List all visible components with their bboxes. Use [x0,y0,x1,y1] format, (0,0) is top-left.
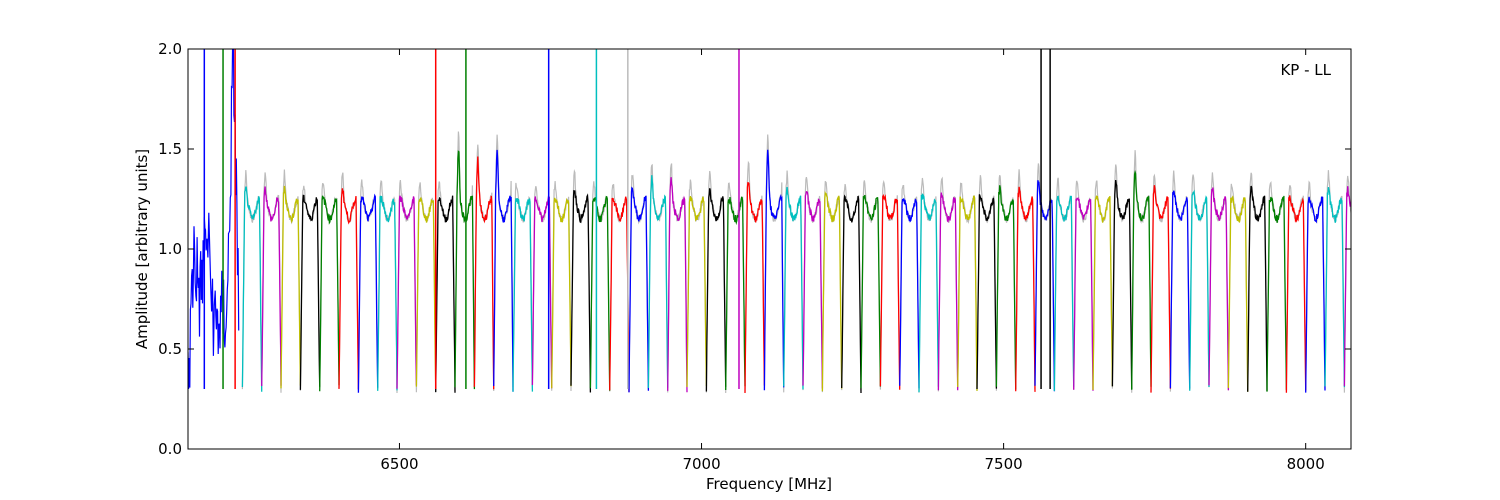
channel-trace [241,186,263,392]
channel-trace [512,198,534,392]
channel-trace [1227,195,1249,392]
low-band-noise-trace [188,49,240,390]
x-tick-label: 8000 [1287,455,1325,473]
channel-trace [1131,169,1152,390]
channel-trace [1402,106,1421,391]
channel-trace [725,196,746,391]
channel-trace [1034,180,1056,392]
channel-trace [1305,196,1326,393]
y-tick-label: 0.5 [158,340,182,358]
channel-trace [1324,187,1346,388]
channel-trace [860,194,882,389]
x-tick-label: 7500 [985,455,1023,473]
channel-trace [821,190,843,392]
channel-trace [493,149,514,392]
channel-trace [937,192,959,391]
channel-trace [1169,190,1191,389]
channel-trace [667,177,688,393]
channel-trace [647,175,669,389]
channel-trace [1073,196,1094,391]
channel-trace [1266,195,1288,392]
channel-trace [1285,195,1307,393]
channel-trace [1015,186,1036,392]
trace-group [188,49,1441,394]
channel-trace [763,149,785,391]
channel-trace [338,188,360,390]
channel-trace [473,156,495,390]
channel-trace [280,185,302,389]
channel-trace [261,186,282,387]
y-tick-label: 2.0 [158,40,182,58]
channel-trace [589,195,611,391]
channel-trace [1111,180,1133,390]
channel-trace [609,196,630,393]
annotation-label: KP - LL [1280,61,1331,79]
channel-trace [1383,142,1402,389]
plot-background [188,49,1351,449]
channel-trace [918,193,940,393]
tick-group: 6500 7000 7500 8000 0.0 0.5 1.0 1.5 2.0 [158,40,1351,473]
channel-trace [1053,195,1075,392]
channel-trace [879,193,901,390]
channel-trace [1092,194,1114,390]
channel-trace [976,194,998,390]
channel-trace [1150,185,1172,393]
channel-trace [1343,186,1351,387]
x-tick-label: 7000 [682,455,720,473]
channel-trace [1208,187,1230,391]
channel-trace [744,182,766,394]
channel-trace [357,193,379,393]
channel-trace [396,195,418,389]
channel-trace [319,195,340,392]
channel-trace [957,195,978,391]
channel-trace [1364,181,1383,392]
channel-trace [377,195,398,391]
channel-trace [841,194,862,394]
channel-trace [802,191,824,389]
channel-trace [686,195,708,388]
channel-trace [899,198,920,389]
channel-trace [783,186,804,390]
x-axis-label: Frequency [MHz] [706,475,832,493]
channel-trace [454,150,476,390]
y-tick-label: 0.0 [158,440,182,458]
channel-trace [551,197,572,389]
channel-trace [299,194,321,390]
channel-trace [995,185,1017,390]
channel-trace [1422,86,1441,390]
y-tick-label: 1.0 [158,240,182,258]
x-tick-label: 6500 [380,455,418,473]
channel-trace [628,186,650,393]
channel-trace [570,190,592,393]
y-axis-label: Amplitude [arbitrary units] [133,149,151,349]
channel-trace [1247,185,1268,392]
y-tick-label: 1.5 [158,140,182,158]
channel-trace [1189,189,1210,391]
channel-trace [435,195,456,393]
channel-trace [415,197,437,387]
channel-trace [705,188,727,392]
